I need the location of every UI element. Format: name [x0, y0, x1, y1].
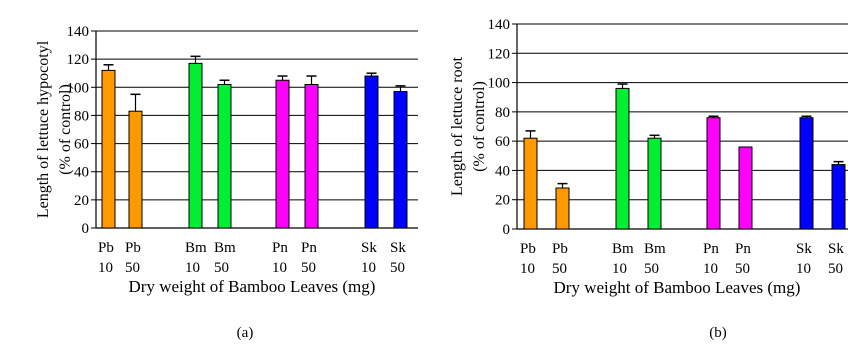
category-dose-label: 50 [644, 261, 659, 277]
bar [188, 62, 203, 229]
category-label: Pn [735, 241, 751, 257]
y-tick-label: 120 [67, 52, 90, 68]
bar [706, 117, 721, 230]
y-tick-label: 60 [74, 137, 89, 153]
category-dose-label: 50 [214, 260, 229, 276]
category-label: Sk [796, 241, 812, 257]
y-tick-label: 20 [495, 193, 510, 209]
bar [304, 83, 319, 229]
category-label: Sk [390, 240, 406, 256]
y-axis-title: Length of lettuce hypocotyl [35, 40, 52, 218]
x-axis-title: Dry weight of Bamboo Leaves (mg) [129, 277, 376, 296]
y-tick-label: 140 [67, 24, 90, 40]
bar [364, 75, 379, 229]
panel-label: (a) [237, 325, 254, 341]
y-tick-label: 140 [488, 17, 511, 33]
category-dose-label: 50 [125, 260, 140, 276]
bar [799, 117, 814, 230]
category-dose-label: 10 [185, 260, 200, 276]
chart-panel-a: 0 20 40 60 80 100 120 140 Pb 10 Pb 50 Bm 10 Bm 50 Pn 10 Pn… [35, 24, 418, 341]
category-dose-label: 10 [520, 261, 535, 277]
bar [615, 87, 630, 230]
category-label: Pb [125, 240, 141, 256]
bar [647, 137, 662, 230]
category-dose-label: 10 [98, 260, 113, 276]
category-label: Bm [185, 240, 207, 256]
category-dose-label: 10 [703, 261, 718, 277]
category-label: Pn [703, 241, 719, 257]
y-tick-label: 120 [488, 46, 511, 62]
category-label: Bm [214, 240, 236, 256]
category-dose-label: 50 [301, 260, 316, 276]
category-label: Pb [98, 240, 114, 256]
y-tick-label: 40 [495, 163, 510, 179]
category-dose-label: 50 [735, 261, 750, 277]
y-tick-label: 60 [495, 134, 510, 150]
y-axis-subtitle: (% of control) [57, 84, 74, 175]
category-label: Bm [612, 241, 634, 257]
y-tick-label: 80 [74, 108, 89, 124]
bar [738, 146, 753, 230]
category-dose-label: 10 [612, 261, 627, 277]
category-label: Pn [301, 240, 317, 256]
y-tick-label: 0 [82, 221, 90, 237]
bar [831, 164, 846, 230]
x-axis-title: Dry weight of Bamboo Leaves (mg) [554, 278, 801, 297]
category-dose-label: 50 [828, 261, 843, 277]
category-label: Bm [644, 241, 666, 257]
bar [217, 83, 232, 229]
bar [275, 79, 290, 229]
y-tick-label: 0 [503, 222, 511, 238]
y-tick-label: 40 [74, 165, 89, 181]
y-tick-label: 100 [67, 80, 90, 96]
category-dose-label: 10 [361, 260, 376, 276]
bar [393, 91, 408, 229]
y-axis-title: Length of lettuce root [449, 56, 466, 196]
category-label: Pb [552, 241, 568, 257]
bar [101, 69, 116, 229]
category-dose-label: 10 [796, 261, 811, 277]
category-label: Pn [272, 240, 288, 256]
panel-label: (b) [709, 325, 727, 341]
bar [523, 137, 538, 230]
bar [128, 110, 143, 229]
category-label: Pb [520, 241, 536, 257]
y-tick-label: 80 [495, 105, 510, 121]
bar [555, 187, 570, 230]
category-label: Sk [361, 240, 377, 256]
y-tick-label: 100 [488, 76, 511, 92]
category-dose-label: 50 [552, 261, 567, 277]
category-dose-label: 50 [390, 260, 405, 276]
y-tick-label: 20 [74, 193, 89, 209]
category-label: Sk [828, 241, 844, 257]
category-dose-label: 10 [272, 260, 287, 276]
chart-panel-b: 0 20 40 60 80 100 120 140 Pb 10 Pb 50 Bm 10 Bm 50 Pn 10 Pn… [449, 17, 848, 341]
y-axis-subtitle: (% of control) [471, 81, 488, 172]
